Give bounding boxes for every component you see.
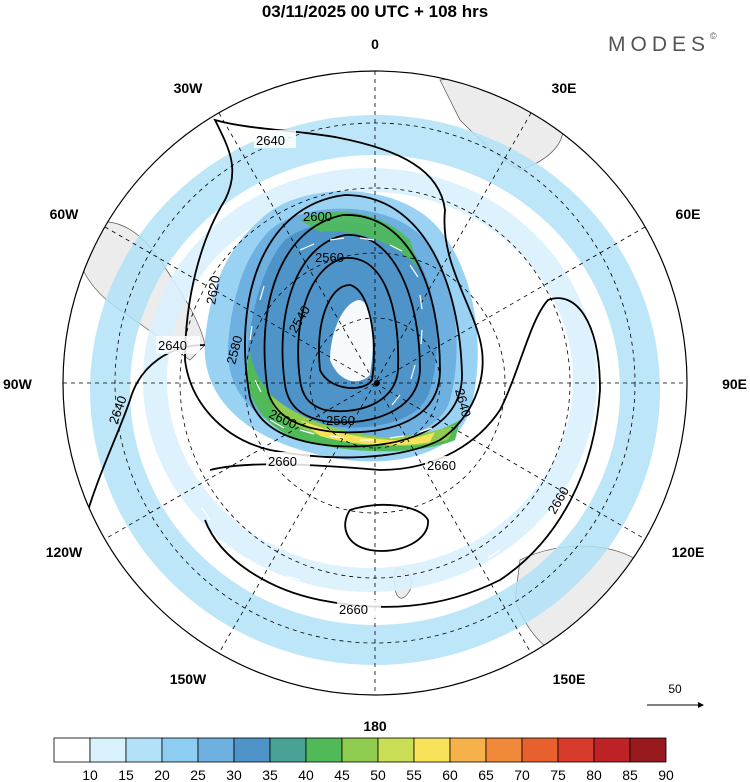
colorbar-swatch [521,737,559,763]
longitude-labels: 0 180 90W 90E 30W 60W 120W 150W 30E 60E … [3,36,747,734]
colorbar-swatch [89,737,127,763]
contour-2560 [297,257,400,413]
madagascar [629,135,647,169]
colorbar-label: 45 [334,767,350,782]
colorbar-swatch [557,737,595,763]
colorbar-swatch [449,737,487,763]
contour-label-2660-right: 2660 [427,458,456,473]
colorbar-swatch [341,737,379,763]
colorbar-swatch [233,737,271,763]
lon-label-90w: 90W [3,376,33,392]
lon-label-150e: 150E [553,671,586,687]
colorbar-label: 65 [478,767,494,782]
reference-vector-label: 50 [668,682,682,696]
contour-label-2620: 2620 [203,274,223,305]
colorbar: 10 15 20 25 30 35 40 45 50 55 60 65 70 75 80 85 90 [53,737,674,782]
colorbar-label: 30 [226,767,242,782]
lon-label-30e: 30E [552,80,577,96]
contour-2600 [263,214,441,434]
colorbar-label: 25 [190,767,206,782]
colorbar-label: 20 [154,767,170,782]
colorbar-label: 90 [658,767,674,782]
contour-label-2640-east: 2640 [452,387,474,419]
colorbar-swatch [53,737,91,763]
lon-label-180: 180 [363,718,387,734]
map-title: 03/11/2025 00 UTC + 108 hrs [261,2,489,21]
contour-label-2660-bottom: 2660 [339,602,368,617]
colorbar-label: 35 [262,767,278,782]
contour-2620 [244,194,463,448]
brand-logo: MODES© [608,31,717,57]
contour-label-2600-top: 2600 [303,209,332,224]
contour-labels: 2640 2600 2560 2540 2620 2580 2640 2640 … [106,130,572,618]
lon-label-120e: 120E [672,544,705,560]
wind-speed-shading [90,115,660,665]
contour-label-2560: 2560 [315,250,344,265]
lon-label-90e: 90E [722,376,747,392]
lon-label-0: 0 [371,36,379,52]
south-pole-marker [374,380,380,386]
colorbar-label: 55 [406,767,422,782]
colorbar-label: 70 [514,767,530,782]
colorbar-label: 85 [622,767,638,782]
reference-vector: 50 [647,682,704,708]
contour-label-2580: 2580 [223,334,245,366]
brand-name: MODES [608,33,711,56]
colorbar-swatch [413,737,451,763]
colorbar-swatch [593,737,631,763]
wind-vectors [201,237,541,585]
colorbar-label: 75 [550,767,566,782]
colorbar-swatch [485,737,523,763]
contour-label-2660-left: 2660 [268,454,297,469]
contour-2540 [318,284,375,389]
colorbar-label: 15 [118,767,134,782]
colorbar-swatch [125,737,163,763]
colorbar-label: 80 [586,767,602,782]
brand-mark: © [710,31,717,41]
contour-label-2640-top: 2640 [256,133,285,148]
colorbar-swatch [629,737,667,763]
colorbar-label: 40 [298,767,314,782]
colorbar-label: 50 [370,767,386,782]
contour-2660-closed [344,503,429,552]
contour-label-2560-bottom: 2560 [326,413,355,428]
colorbar-swatch [377,737,415,763]
colorbar-label: 10 [82,767,98,782]
lon-label-30w: 30W [174,80,204,96]
colorbar-swatch [161,737,199,763]
lon-label-120w: 120W [46,544,83,560]
colorbar-label: 60 [442,767,458,782]
contour-2580 [281,234,421,424]
colorbar-swatch [269,737,307,763]
lon-label-60w: 60W [50,206,80,222]
colorbar-swatch [197,737,235,763]
lon-label-60e: 60E [676,206,701,222]
colorbar-swatch [305,737,343,763]
contour-label-2640-west: 2640 [158,338,187,353]
contour-2640 [184,118,484,459]
lon-label-150w: 150W [170,671,207,687]
map-boundary [62,70,688,696]
